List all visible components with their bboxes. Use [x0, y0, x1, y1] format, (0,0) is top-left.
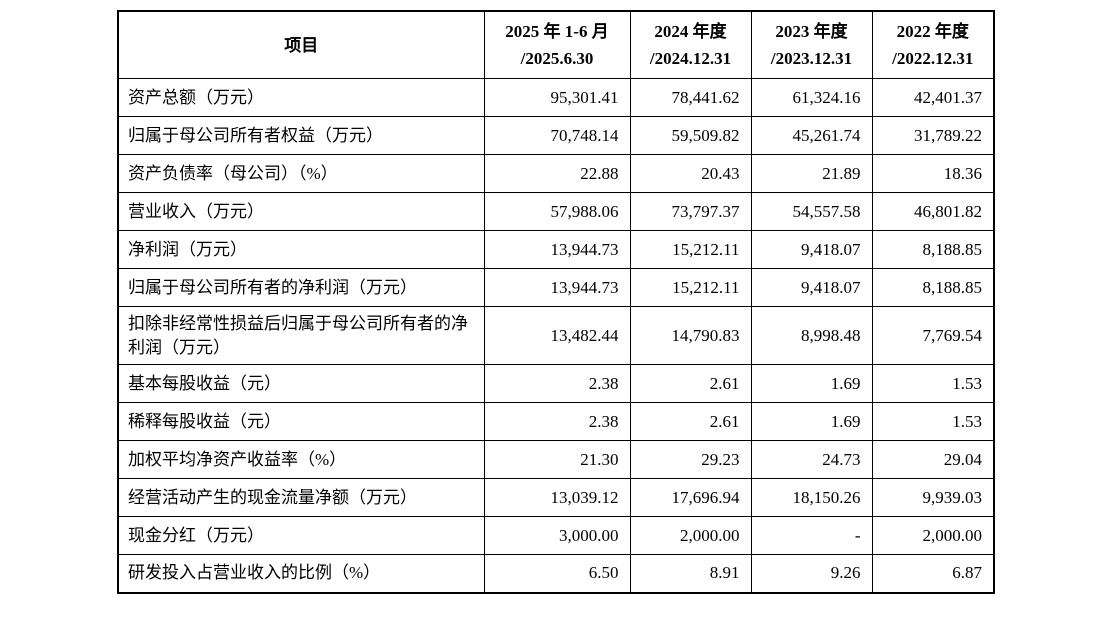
table-row-net-profit: 净利润（万元） 13,944.73 15,212.11 9,418.07 8,1…: [117, 230, 995, 269]
table-row-basic-eps: 基本每股收益（元） 2.38 2.61 1.69 1.53: [117, 364, 995, 403]
cell-value: 21.89: [750, 154, 873, 193]
cell-value: 57,988.06: [483, 192, 631, 231]
period-date: /2023.12.31: [770, 49, 853, 68]
cell-value: 21.30: [483, 440, 631, 479]
table-row-parent-net-profit: 归属于母公司所有者的净利润（万元） 13,944.73 15,212.11 9,…: [117, 268, 995, 307]
row-label: 扣除非经常性损益后归属于母公司所有者的净利润（万元）: [117, 306, 485, 365]
row-label: 加权平均净资产收益率（%）: [117, 440, 485, 479]
cell-value: 7,769.54: [871, 306, 995, 365]
cell-value: 42,401.37: [871, 78, 995, 117]
cell-value: 1.53: [871, 402, 995, 441]
cell-value: 8,188.85: [871, 268, 995, 307]
cell-value: 8.91: [629, 554, 752, 593]
cell-value: 2,000.00: [629, 516, 752, 555]
cell-value: 29.04: [871, 440, 995, 479]
cell-value: 9,418.07: [750, 230, 873, 269]
cell-value: 13,482.44: [483, 306, 631, 365]
cell-value: 2.61: [629, 402, 752, 441]
cell-value: 59,509.82: [629, 116, 752, 155]
cell-value: 73,797.37: [629, 192, 752, 231]
cell-value: 15,212.11: [629, 268, 752, 307]
cell-value: 8,188.85: [871, 230, 995, 269]
cell-value: 14,790.83: [629, 306, 752, 365]
row-label: 现金分红（万元）: [117, 516, 485, 555]
row-label: 研发投入占营业收入的比例（%）: [117, 554, 485, 593]
column-header-2023: 2023 年度 /2023.12.31: [750, 10, 873, 79]
cell-value: 18.36: [871, 154, 995, 193]
table-row-cash-dividend: 现金分红（万元） 3,000.00 2,000.00 - 2,000.00: [117, 516, 995, 555]
cell-value: 1.69: [750, 364, 873, 403]
financial-summary-table: 项目 2025 年 1-6 月 /2025.6.30 2024 年度 /2024…: [117, 10, 995, 594]
period-date: /2025.6.30: [520, 49, 594, 68]
period-label: 2022 年度: [896, 22, 969, 41]
cell-value: -: [750, 516, 873, 555]
cell-value: 8,998.48: [750, 306, 873, 365]
cell-value: 54,557.58: [750, 192, 873, 231]
table-row-revenue: 营业收入（万元） 57,988.06 73,797.37 54,557.58 4…: [117, 192, 995, 231]
row-label: 资产总额（万元）: [117, 78, 485, 117]
cell-value: 29.23: [629, 440, 752, 479]
row-label: 归属于母公司所有者权益（万元）: [117, 116, 485, 155]
table-row-operating-cash-flow: 经营活动产生的现金流量净额（万元） 13,039.12 17,696.94 18…: [117, 478, 995, 517]
table-header-row: 项目 2025 年 1-6 月 /2025.6.30 2024 年度 /2024…: [117, 10, 995, 79]
period-label: 2025 年 1-6 月: [505, 22, 609, 41]
cell-value: 9,939.03: [871, 478, 995, 517]
cell-value: 15,212.11: [629, 230, 752, 269]
row-label: 资产负债率（母公司）（%）: [117, 154, 485, 193]
table-row-weighted-roe: 加权平均净资产收益率（%） 21.30 29.23 24.73 29.04: [117, 440, 995, 479]
cell-value: 95,301.41: [483, 78, 631, 117]
cell-value: 2.61: [629, 364, 752, 403]
cell-value: 22.88: [483, 154, 631, 193]
cell-value: 70,748.14: [483, 116, 631, 155]
row-label: 营业收入（万元）: [117, 192, 485, 231]
cell-value: 6.50: [483, 554, 631, 593]
cell-value: 1.53: [871, 364, 995, 403]
cell-value: 3,000.00: [483, 516, 631, 555]
column-header-2022: 2022 年度 /2022.12.31: [871, 10, 995, 79]
cell-value: 31,789.22: [871, 116, 995, 155]
cell-value: 9.26: [750, 554, 873, 593]
cell-value: 13,944.73: [483, 268, 631, 307]
row-label: 净利润（万元）: [117, 230, 485, 269]
row-label: 基本每股收益（元）: [117, 364, 485, 403]
cell-value: 1.69: [750, 402, 873, 441]
cell-value: 6.87: [871, 554, 995, 593]
column-header-2024: 2024 年度 /2024.12.31: [629, 10, 752, 79]
cell-value: 2,000.00: [871, 516, 995, 555]
column-header-2025: 2025 年 1-6 月 /2025.6.30: [483, 10, 631, 79]
table-row-parent-equity: 归属于母公司所有者权益（万元） 70,748.14 59,509.82 45,2…: [117, 116, 995, 155]
cell-value: 2.38: [483, 364, 631, 403]
cell-value: 13,039.12: [483, 478, 631, 517]
row-label: 稀释每股收益（元）: [117, 402, 485, 441]
period-label: 2023 年度: [775, 22, 848, 41]
table-row-rd-ratio: 研发投入占营业收入的比例（%） 6.50 8.91 9.26 6.87: [117, 554, 995, 593]
cell-value: 46,801.82: [871, 192, 995, 231]
cell-value: 20.43: [629, 154, 752, 193]
table-row-total-assets: 资产总额（万元） 95,301.41 78,441.62 61,324.16 4…: [117, 78, 995, 117]
cell-value: 2.38: [483, 402, 631, 441]
cell-value: 13,944.73: [483, 230, 631, 269]
table-row-debt-ratio: 资产负债率（母公司）（%） 22.88 20.43 21.89 18.36: [117, 154, 995, 193]
cell-value: 17,696.94: [629, 478, 752, 517]
cell-value: 24.73: [750, 440, 873, 479]
cell-value: 45,261.74: [750, 116, 873, 155]
row-label: 经营活动产生的现金流量净额（万元）: [117, 478, 485, 517]
period-date: /2022.12.31: [892, 49, 974, 68]
cell-value: 78,441.62: [629, 78, 752, 117]
table-row-diluted-eps: 稀释每股收益（元） 2.38 2.61 1.69 1.53: [117, 402, 995, 441]
row-label: 归属于母公司所有者的净利润（万元）: [117, 268, 485, 307]
period-date: /2024.12.31: [649, 49, 732, 68]
period-label: 2024 年度: [654, 22, 727, 41]
cell-value: 61,324.16: [750, 78, 873, 117]
column-header-item: 项目: [117, 10, 485, 79]
cell-value: 18,150.26: [750, 478, 873, 517]
cell-value: 9,418.07: [750, 268, 873, 307]
table-row-deducted-net-profit: 扣除非经常性损益后归属于母公司所有者的净利润（万元） 13,482.44 14,…: [117, 306, 995, 365]
